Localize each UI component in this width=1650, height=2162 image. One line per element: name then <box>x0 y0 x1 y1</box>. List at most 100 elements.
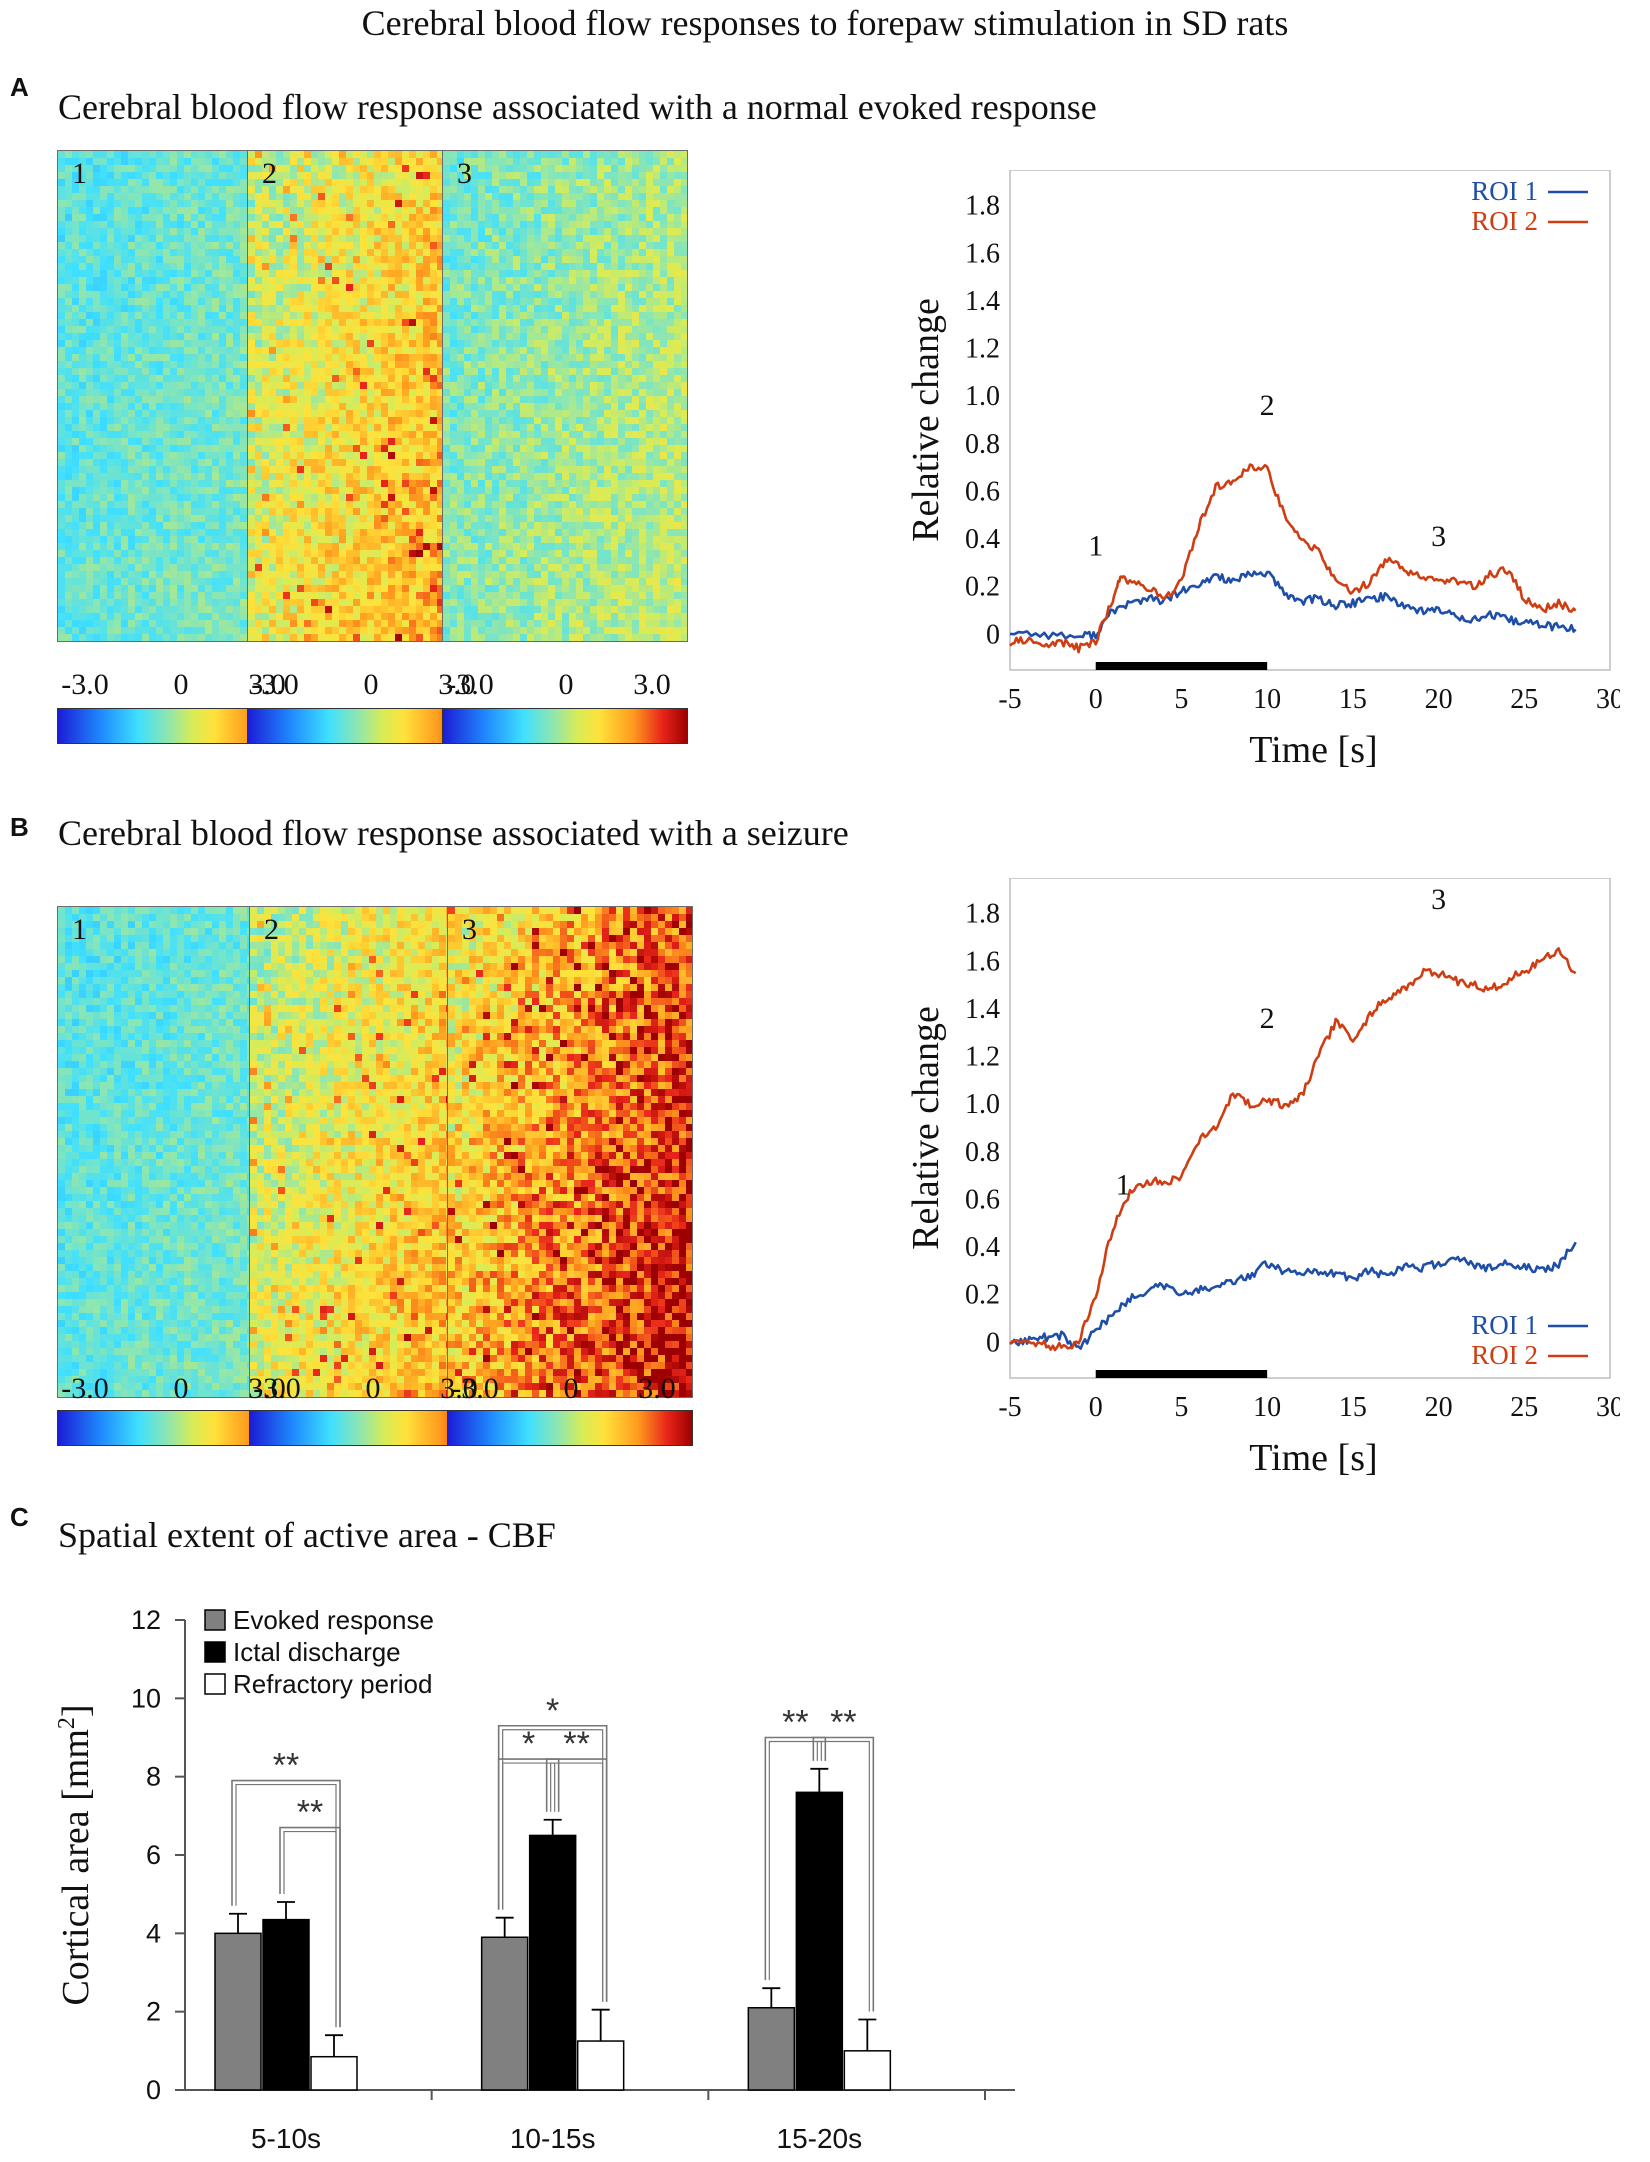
heatmap-cell <box>114 466 121 473</box>
heatmap-cell <box>262 312 269 319</box>
heatmap-cell <box>128 585 135 592</box>
heatmap-cell <box>409 228 416 235</box>
heatmap-cell <box>353 249 360 256</box>
heatmap-cell <box>72 291 79 298</box>
heatmap-cell <box>198 613 205 620</box>
heatmap-cell <box>402 270 409 277</box>
heatmap-cell <box>423 375 430 382</box>
heatmap-cell <box>184 592 191 599</box>
heatmap-cell <box>423 613 430 620</box>
heatmap-cell <box>381 599 388 606</box>
heatmap-cell <box>184 207 191 214</box>
heatmap-cell <box>114 487 121 494</box>
heatmap-cell <box>156 165 163 172</box>
heatmap-cell <box>478 158 485 165</box>
heatmap-cell <box>416 305 423 312</box>
heatmap-cell <box>409 207 416 214</box>
heatmap-cell <box>346 249 353 256</box>
heatmap-cell <box>65 319 72 326</box>
heatmap-cell <box>255 564 262 571</box>
heatmap-cell <box>332 466 339 473</box>
heatmap-cell <box>163 263 170 270</box>
heatmap-cell <box>269 333 276 340</box>
heatmap-cell <box>353 298 360 305</box>
heatmap-cell <box>395 207 402 214</box>
heatmap-cell <box>395 347 402 354</box>
heatmap-cell <box>381 305 388 312</box>
heatmap-cell <box>100 494 107 501</box>
heatmap-cell <box>184 445 191 452</box>
heatmap-cell <box>156 249 163 256</box>
heatmap-cell <box>346 319 353 326</box>
heatmap-cell <box>135 389 142 396</box>
heatmap-cell <box>395 375 402 382</box>
heatmap-cell <box>332 305 339 312</box>
heatmap-cell <box>297 473 304 480</box>
heatmap-cell <box>304 438 311 445</box>
heatmap-cell <box>255 186 262 193</box>
heatmap-cell <box>93 186 100 193</box>
heatmap-cell <box>226 557 233 564</box>
heatmap-cell <box>65 606 72 613</box>
heatmap-cell <box>409 417 416 424</box>
heatmap-cell <box>72 214 79 221</box>
heatmap-cell <box>86 592 93 599</box>
heatmap-cell <box>346 557 353 564</box>
heatmap-cell <box>290 403 297 410</box>
heatmap-cell <box>170 158 177 165</box>
heatmap-cell <box>114 228 121 235</box>
heatmap-cell <box>128 557 135 564</box>
heatmap-cell <box>219 578 226 585</box>
heatmap-cell <box>170 445 177 452</box>
heatmap-cell <box>198 354 205 361</box>
heatmap-cell <box>149 473 156 480</box>
heatmap-cell <box>430 368 437 375</box>
heatmap-cell <box>297 620 304 627</box>
heatmap-cell <box>402 438 409 445</box>
heatmap-cell <box>100 480 107 487</box>
heatmap-cell <box>353 620 360 627</box>
heatmap-cell <box>65 361 72 368</box>
heatmap-cell <box>212 165 219 172</box>
heatmap-cell <box>156 361 163 368</box>
heatmap-cell <box>177 382 184 389</box>
heatmap-cell <box>283 277 290 284</box>
heatmap-cell <box>290 599 297 606</box>
heatmap-cell <box>65 249 72 256</box>
heatmap-cell <box>276 466 283 473</box>
heatmap-cell <box>135 263 142 270</box>
heatmap-cell <box>318 578 325 585</box>
heatmap-cell <box>86 557 93 564</box>
heatmap-cell <box>506 165 513 172</box>
heatmap-cell <box>660 158 667 165</box>
heatmap-cell <box>437 634 444 641</box>
heatmap-cell <box>409 340 416 347</box>
heatmap-cell <box>248 242 255 249</box>
heatmap-cell <box>191 599 198 606</box>
heatmap-cell <box>184 333 191 340</box>
heatmap-cell <box>198 585 205 592</box>
heatmap-cell <box>353 270 360 277</box>
heatmap-cell <box>156 382 163 389</box>
heatmap-cell <box>240 368 247 375</box>
heatmap-cell <box>121 319 128 326</box>
heatmap-cell <box>170 249 177 256</box>
heatmap-cell <box>374 592 381 599</box>
heatmap-cell <box>149 438 156 445</box>
heatmap-cell <box>65 284 72 291</box>
heatmap-cell <box>332 158 339 165</box>
heatmap-cell <box>79 298 86 305</box>
heatmap-cell <box>339 613 346 620</box>
heatmap-cell <box>276 417 283 424</box>
heatmap-cell <box>402 263 409 270</box>
heatmap-cell <box>248 263 255 270</box>
heatmap-cell <box>409 172 416 179</box>
heatmap-cell <box>58 452 65 459</box>
heatmap-cell <box>163 431 170 438</box>
heatmap-cell <box>100 319 107 326</box>
heatmap-cell <box>198 305 205 312</box>
heatmap-cell <box>184 627 191 634</box>
heatmap-cell <box>283 179 290 186</box>
heatmap-cell <box>233 480 240 487</box>
heatmap-cell <box>437 571 444 578</box>
